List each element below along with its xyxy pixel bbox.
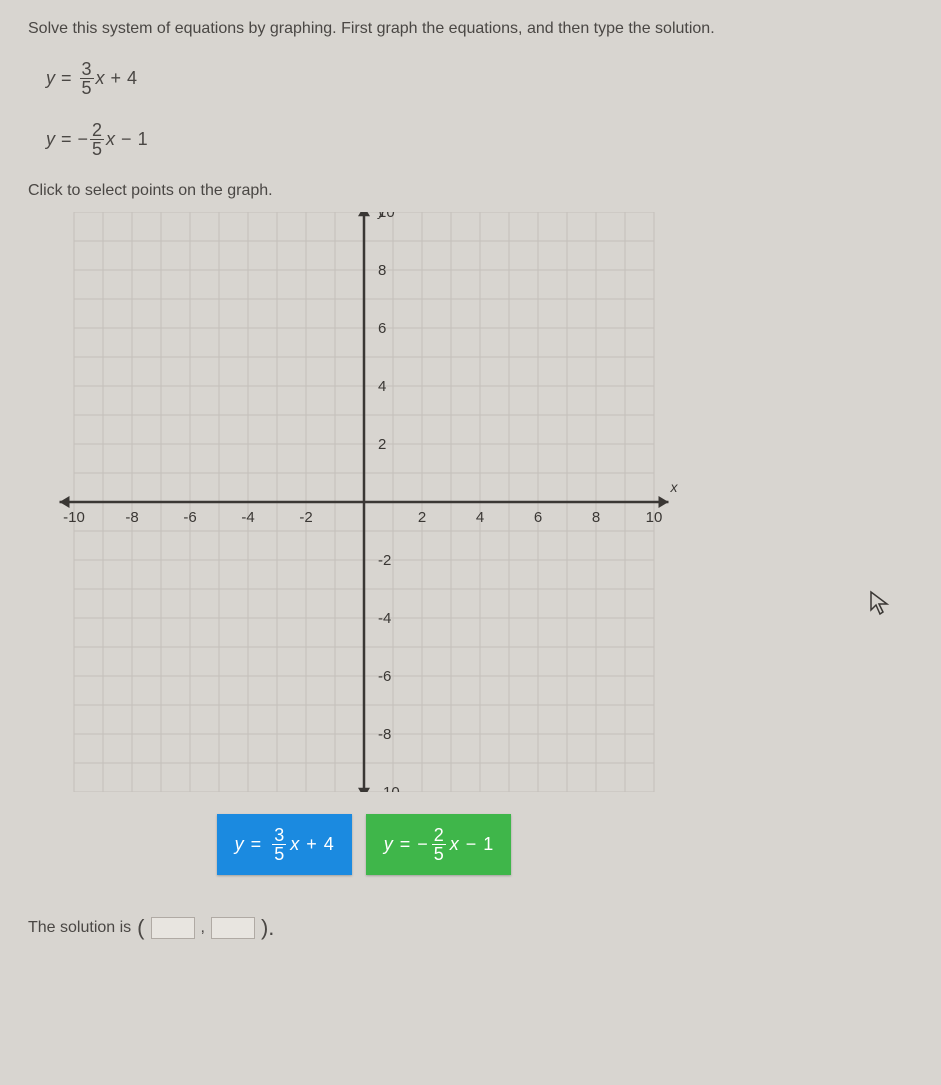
btn2-fraction: 2 5 bbox=[432, 826, 446, 863]
equation-2-button[interactable]: y = − 2 5 x − 1 bbox=[366, 814, 512, 875]
solution-input-row: The solution is ( , ). bbox=[28, 915, 913, 941]
eq2-var: x bbox=[106, 129, 115, 150]
svg-text:-6: -6 bbox=[183, 509, 196, 526]
svg-text:-4: -4 bbox=[241, 509, 254, 526]
equation-1-button[interactable]: y = 3 5 x + 4 bbox=[217, 814, 352, 875]
coordinate-graph[interactable]: -10-8-6-4-2246810108642-2-4-6-8-10xy bbox=[44, 212, 684, 792]
svg-text:6: 6 bbox=[378, 320, 386, 337]
btn2-equals: = bbox=[400, 834, 411, 855]
btn1-op: + bbox=[306, 834, 317, 855]
svg-text:4: 4 bbox=[476, 509, 484, 526]
equation-1: y = 3 5 x + 4 bbox=[46, 60, 913, 97]
solution-comma: , bbox=[201, 919, 205, 937]
svg-text:y: y bbox=[377, 212, 386, 219]
svg-text:4: 4 bbox=[378, 378, 386, 395]
equation-list: y = 3 5 x + 4 y = − 2 5 x − 1 bbox=[46, 60, 913, 158]
eq2-neg: − bbox=[78, 129, 89, 150]
eq1-fraction: 3 5 bbox=[80, 60, 94, 97]
solution-open-paren: ( bbox=[137, 915, 144, 941]
eq2-op: − bbox=[121, 129, 132, 150]
svg-text:-6: -6 bbox=[378, 668, 391, 685]
eq1-numerator: 3 bbox=[80, 60, 94, 79]
svg-text:2: 2 bbox=[418, 509, 426, 526]
equation-2: y = − 2 5 x − 1 bbox=[46, 121, 913, 158]
btn2-neg: − bbox=[417, 834, 428, 855]
btn2-den: 5 bbox=[432, 845, 446, 863]
svg-text:8: 8 bbox=[592, 509, 600, 526]
eq1-equals: = bbox=[61, 68, 72, 89]
eq2-numerator: 2 bbox=[90, 121, 104, 140]
svg-text:2: 2 bbox=[378, 436, 386, 453]
eq2-lhs: y bbox=[46, 129, 55, 150]
cursor-icon bbox=[869, 590, 891, 616]
eq2-denominator: 5 bbox=[90, 140, 104, 158]
solution-x-input[interactable] bbox=[151, 917, 195, 939]
btn1-var: x bbox=[290, 834, 299, 855]
svg-text:-2: -2 bbox=[378, 552, 391, 569]
eq1-lhs: y bbox=[46, 68, 55, 89]
svg-text:x: x bbox=[670, 479, 679, 495]
equation-buttons: y = 3 5 x + 4 y = − 2 5 x − 1 bbox=[44, 814, 684, 875]
eq2-equals: = bbox=[61, 129, 72, 150]
eq1-var: x bbox=[96, 68, 105, 89]
svg-text:6: 6 bbox=[534, 509, 542, 526]
svg-text:-8: -8 bbox=[125, 509, 138, 526]
svg-text:8: 8 bbox=[378, 262, 386, 279]
solution-close-paren: ). bbox=[261, 915, 274, 941]
graph-grid[interactable]: -10-8-6-4-2246810108642-2-4-6-8-10xy bbox=[44, 212, 684, 792]
eq1-op: + bbox=[111, 68, 122, 89]
svg-text:-2: -2 bbox=[299, 509, 312, 526]
btn2-var: x bbox=[450, 834, 459, 855]
svg-text:-8: -8 bbox=[378, 726, 391, 743]
svg-text:-4: -4 bbox=[378, 610, 391, 627]
btn1-num: 3 bbox=[272, 826, 286, 845]
btn2-num: 2 bbox=[432, 826, 446, 845]
btn2-const: 1 bbox=[483, 834, 493, 855]
svg-text:-10: -10 bbox=[63, 509, 85, 526]
eq1-const: 4 bbox=[127, 68, 137, 89]
eq2-fraction: 2 5 bbox=[90, 121, 104, 158]
problem-statement: Solve this system of equations by graphi… bbox=[28, 18, 913, 40]
btn1-fraction: 3 5 bbox=[272, 826, 286, 863]
btn1-den: 5 bbox=[272, 845, 286, 863]
solution-label: The solution is bbox=[28, 919, 131, 937]
btn1-lhs: y bbox=[235, 834, 244, 855]
btn2-lhs: y bbox=[384, 834, 393, 855]
svg-text:10: 10 bbox=[646, 509, 663, 526]
eq2-const: 1 bbox=[138, 129, 148, 150]
solution-y-input[interactable] bbox=[211, 917, 255, 939]
btn2-op: − bbox=[466, 834, 477, 855]
graph-instruction: Click to select points on the graph. bbox=[28, 182, 913, 200]
svg-text:-10: -10 bbox=[378, 784, 400, 792]
eq1-denominator: 5 bbox=[80, 79, 94, 97]
btn1-equals: = bbox=[251, 834, 262, 855]
btn1-const: 4 bbox=[324, 834, 334, 855]
